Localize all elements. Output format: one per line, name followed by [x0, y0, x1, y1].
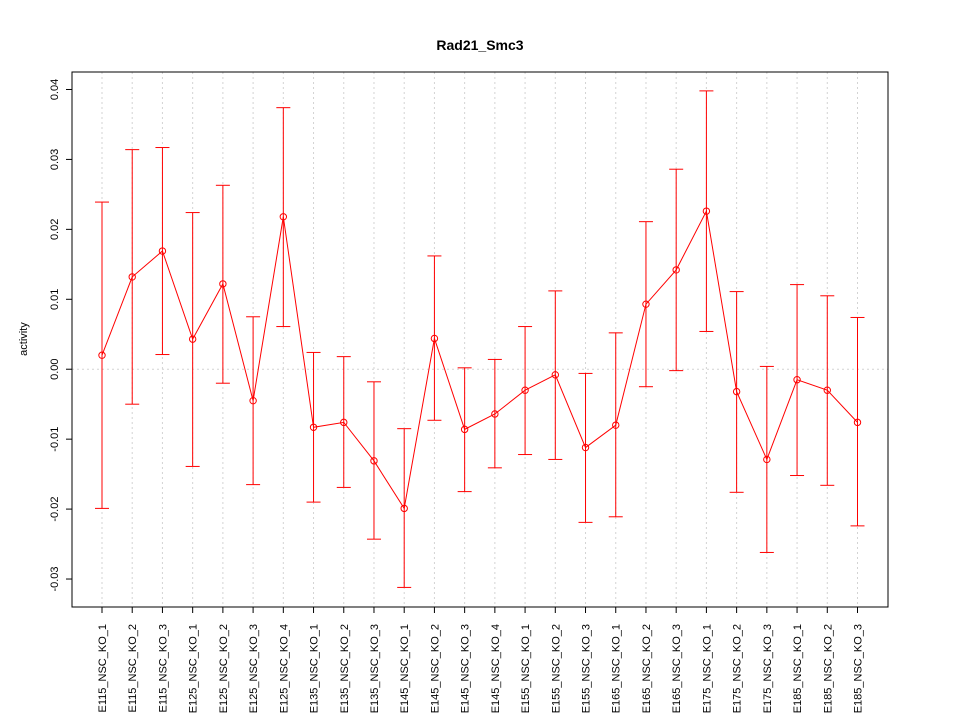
x-tick-label: E155_NSC_KO_2 [550, 624, 562, 713]
data-point [430, 334, 439, 343]
data-point [672, 266, 680, 274]
error-bars [95, 90, 865, 588]
x-tick-label: E115_NSC_KO_2 [127, 624, 139, 712]
data-point [702, 207, 711, 215]
x-tick-label: E155_NSC_KO_3 [581, 624, 593, 713]
data-point [521, 386, 529, 394]
data-point [98, 351, 106, 359]
data-point [763, 455, 771, 464]
data-point [309, 423, 318, 431]
data-point [279, 213, 288, 221]
series-layer [98, 207, 862, 513]
x-tick-label: E175_NSC_KO_3 [762, 624, 774, 713]
data-point [793, 376, 801, 384]
x-tick-label: E115_NSC_KO_1 [97, 624, 109, 712]
x-tick-label: E145_NSC_KO_4 [490, 624, 502, 713]
plot-frame [71, 71, 889, 608]
x-tick-label: E155_NSC_KO_1 [520, 624, 532, 713]
data-point [823, 386, 831, 394]
x-tick-label: E135_NSC_KO_3 [369, 624, 381, 713]
x-tick-label: E175_NSC_KO_1 [701, 624, 713, 713]
data-point [491, 410, 499, 418]
grid-layer [72, 72, 888, 607]
x-tick-label: E145_NSC_KO_2 [429, 624, 441, 713]
y-tick-label: -0.02 [49, 497, 61, 522]
data-point [400, 504, 408, 513]
data-point [188, 335, 197, 343]
data-point [249, 396, 257, 405]
x-tick-label: E125_NSC_KO_2 [218, 624, 230, 713]
x-tick-label: E125_NSC_KO_4 [278, 624, 290, 713]
y-tick-label: -0.03 [49, 566, 61, 591]
y-tick-label: 0.00 [49, 359, 61, 380]
x-tick-label: E125_NSC_KO_3 [248, 624, 260, 713]
x-tick-label: E185_NSC_KO_1 [792, 624, 804, 713]
x-tick-label: E145_NSC_KO_3 [460, 624, 472, 713]
y-axis-label: activity [18, 322, 30, 356]
data-point [732, 387, 741, 396]
data-point [340, 418, 348, 427]
x-tick-label: E135_NSC_KO_2 [339, 624, 351, 713]
y-tick-label: 0.04 [49, 79, 61, 100]
x-tick-label: E175_NSC_KO_2 [732, 624, 744, 713]
y-tick-label: 0.02 [49, 219, 61, 240]
data-point [612, 421, 620, 429]
x-tick-label: E115_NSC_KO_3 [157, 624, 169, 712]
chart-title: Rad21_Smc3 [436, 37, 523, 53]
x-tick-label: E145_NSC_KO_1 [399, 624, 411, 713]
y-tick-label: 0.01 [49, 289, 61, 310]
data-point [219, 280, 227, 288]
data-point [128, 273, 136, 281]
data-point [581, 443, 590, 452]
x-tick-label: E135_NSC_KO_1 [309, 624, 321, 713]
series-line [101, 209, 858, 510]
x-tick-label: E165_NSC_KO_1 [611, 624, 623, 713]
data-point [853, 418, 862, 427]
x-tick-label: E185_NSC_KO_2 [822, 624, 834, 713]
y-axis: -0.03 -0.02 -0.01 0.00 0.01 0.02 0.03 0.04 [49, 79, 72, 592]
y-tick-label: 0.03 [49, 149, 61, 170]
y-tick-label: -0.01 [49, 427, 61, 452]
x-tick-label: E125_NSC_KO_1 [188, 624, 200, 713]
x-axis: E115_NSC_KO_1 E115_NSC_KO_2 E115_NSC_KO_3 E… [97, 607, 865, 713]
x-tick-label: E165_NSC_KO_3 [671, 624, 683, 713]
data-point [460, 425, 469, 434]
data-point [370, 457, 378, 465]
data-point [642, 300, 650, 308]
data-point [551, 371, 559, 379]
data-point [158, 247, 167, 255]
x-tick-label: E165_NSC_KO_2 [641, 624, 653, 713]
x-tick-label: E185_NSC_KO_3 [853, 624, 865, 713]
